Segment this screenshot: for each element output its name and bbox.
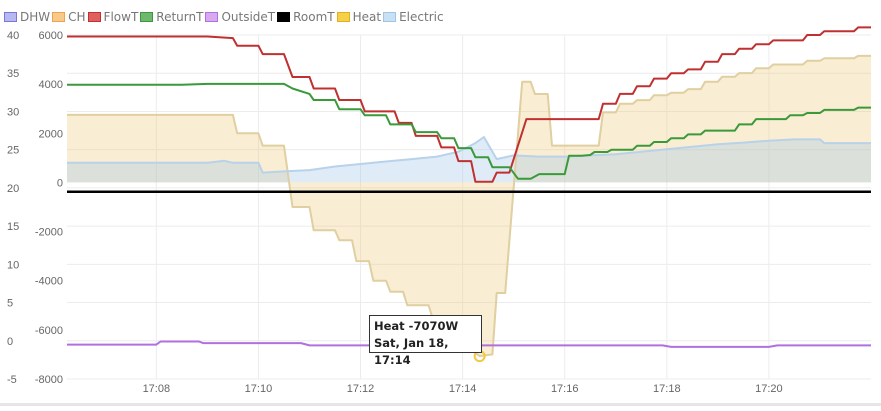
legend-item-flowt[interactable]: FlowT <box>87 10 139 24</box>
y-tick-label-temp: 40 <box>7 30 19 42</box>
y-tick-label-temp: 0 <box>7 336 13 348</box>
legend-swatch <box>4 12 17 22</box>
y-tick-label-power: 6000 <box>39 30 63 42</box>
legend-item-dhw[interactable]: DHW <box>4 10 50 24</box>
legend-item-returnt[interactable]: ReturnT <box>140 10 203 24</box>
legend-swatch <box>383 12 397 22</box>
legend-item-heat[interactable]: Heat <box>336 10 382 24</box>
y-tick-label-power: 0 <box>57 177 63 189</box>
legend-label: ReturnT <box>156 10 204 24</box>
tooltip-timestamp: Sat, Jan 18, 17:14 <box>374 336 449 367</box>
axis-layer: 40 35 30 25 20 15 10 5 0 -5 6000 4000 2000 0 -2000 -400… <box>7 30 783 395</box>
y-tick-label-temp: 10 <box>7 259 19 271</box>
legend-swatch <box>140 12 154 22</box>
line-layer <box>67 26 871 358</box>
legend-swatch <box>336 12 350 22</box>
y-tick-label-temp: 25 <box>7 145 19 157</box>
legend-label: CH <box>68 10 86 24</box>
x-tick-label: 17:20 <box>755 383 783 395</box>
legend-item-roomt[interactable]: RoomT <box>277 10 335 24</box>
legend-swatch <box>87 12 101 22</box>
series-area-heat <box>67 55 871 357</box>
legend-label: DHW <box>20 10 51 24</box>
y-tick-label-power: -4000 <box>35 276 63 288</box>
chart-legend: DHW CH FlowT ReturnT OutsideT RoomT Heat Electr… <box>4 9 446 25</box>
x-tick-label: 17:14 <box>449 383 477 395</box>
legend-swatch <box>52 12 66 22</box>
area-layer <box>67 55 871 357</box>
series-area-electric <box>67 137 871 183</box>
y-tick-label-temp: 20 <box>7 183 19 195</box>
y-tick-label-power: -8000 <box>35 374 63 386</box>
legend-label: Heat <box>352 10 382 24</box>
legend-item-outsidet[interactable]: OutsideT <box>205 10 275 24</box>
series-line-electric <box>67 136 871 174</box>
x-tick-label: 17:08 <box>143 383 171 395</box>
tooltip-value: Heat -7070W <box>374 319 459 333</box>
legend-swatch <box>205 12 219 22</box>
legend-item-electric[interactable]: Electric <box>383 10 444 24</box>
legend-item-ch[interactable]: CH <box>52 10 86 24</box>
y-tick-label-power: -2000 <box>35 227 63 239</box>
series-line-returnt <box>67 82 871 180</box>
series-line-heat <box>67 54 871 358</box>
y-tick-label-temp: 5 <box>7 298 13 310</box>
y-tick-label-power: -6000 <box>35 325 63 337</box>
legend-swatch <box>277 12 291 22</box>
x-tick-label: 17:10 <box>245 383 273 395</box>
legend-label: RoomT <box>293 10 335 24</box>
y-tick-label-temp: -5 <box>7 374 17 386</box>
x-tick-label: 17:12 <box>347 383 375 395</box>
bottom-scrollbar <box>0 403 881 406</box>
y-tick-label-temp: 15 <box>7 221 19 233</box>
legend-label: OutsideT <box>221 10 276 24</box>
y-tick-label-temp: 35 <box>7 68 19 80</box>
legend-label: Electric <box>399 10 444 24</box>
y-tick-label-temp: 30 <box>7 106 19 118</box>
series-line-outsidet <box>67 340 871 348</box>
y-tick-label-power: 2000 <box>39 128 63 140</box>
y-tick-label-power: 4000 <box>39 79 63 91</box>
tooltip: Heat -7070W Sat, Jan 18, 17:14 <box>369 315 482 367</box>
x-tick-label: 17:16 <box>551 383 579 395</box>
series-line-flowt <box>67 26 871 183</box>
x-tick-label: 17:18 <box>653 383 681 395</box>
legend-label: FlowT <box>103 10 139 24</box>
